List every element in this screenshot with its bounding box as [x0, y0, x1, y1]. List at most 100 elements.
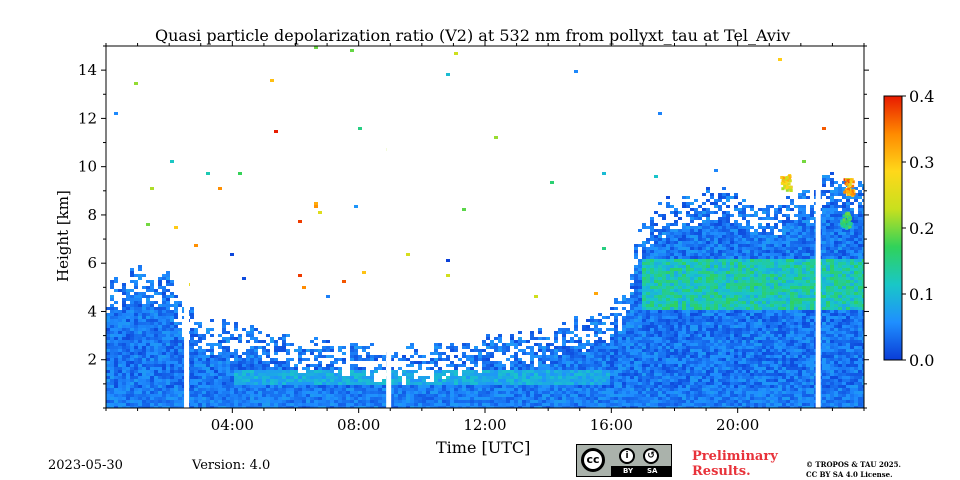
heatmap-cell: [662, 328, 666, 331]
heatmap-cell: [522, 382, 526, 385]
heatmap-cell: [262, 340, 266, 343]
heatmap-cell: [182, 307, 186, 310]
heatmap-cell: [638, 307, 642, 310]
heatmap-cell: [222, 406, 226, 408]
heatmap-cell: [586, 352, 590, 355]
heatmap-cell: [714, 304, 718, 307]
heatmap-cell: [138, 298, 142, 301]
heatmap-cell: [182, 388, 186, 391]
heatmap-cell: [138, 352, 142, 355]
heatmap-cell: [678, 259, 682, 262]
heatmap-cell: [282, 388, 286, 391]
heatmap-cell: [162, 358, 166, 361]
heatmap-cell: [714, 250, 718, 253]
heatmap-cell: [318, 355, 322, 358]
heatmap-cell: [734, 322, 738, 325]
heatmap-cell: [110, 394, 114, 397]
heatmap-cell: [646, 262, 650, 265]
heatmap-cell: [402, 403, 406, 406]
heatmap-cell: [666, 241, 670, 244]
heatmap-cell: [442, 382, 446, 385]
heatmap-cell: [674, 379, 678, 382]
heatmap-cell: [718, 364, 722, 367]
heatmap-cell: [658, 292, 662, 295]
heatmap-cell: [218, 391, 222, 394]
heatmap-cell: [742, 199, 746, 202]
heatmap-cell: [398, 394, 402, 397]
heatmap-cell: [518, 403, 522, 406]
heatmap-cell: [174, 388, 178, 391]
heatmap-cell: [638, 277, 642, 280]
heatmap-cell: [682, 238, 686, 241]
heatmap-cell: [654, 304, 658, 307]
heatmap-cell: [498, 400, 502, 403]
heatmap-cell: [694, 358, 698, 361]
heatmap-cell: [434, 382, 438, 385]
heatmap-cell: [550, 343, 554, 346]
heatmap-cell: [114, 352, 118, 355]
heatmap-cell: [238, 367, 242, 370]
heatmap-cell: [318, 370, 322, 373]
heatmap-cell: [210, 352, 214, 355]
heatmap-cell: [602, 403, 606, 406]
heatmap-cell: [686, 295, 690, 298]
heatmap-cell: [158, 334, 162, 337]
heatmap-cell: [726, 310, 730, 313]
heatmap-cell: [638, 262, 642, 265]
heatmap-cell: [746, 235, 750, 238]
heatmap-cell: [590, 382, 594, 385]
heatmap-cell: [690, 340, 694, 343]
heatmap-cell: [142, 340, 146, 343]
heatmap-cell: [502, 388, 506, 391]
heatmap-cell: [454, 370, 458, 373]
heatmap-cell: [678, 235, 682, 238]
heatmap-cell: [166, 298, 170, 301]
heatmap-cell: [710, 316, 714, 319]
heatmap-cell: [594, 385, 598, 388]
heatmap-cell: [342, 385, 346, 388]
heatmap-cell: [474, 358, 478, 361]
heatmap-cell: [242, 391, 246, 394]
heatmap-cell: [646, 388, 650, 391]
heatmap-cell: [222, 328, 226, 331]
heatmap-cell: [114, 331, 118, 334]
heatmap-cell: [742, 388, 746, 391]
heatmap-cell: [130, 391, 134, 394]
heatmap-cell: [590, 361, 594, 364]
heatmap-cell: [486, 343, 490, 346]
heatmap-cell: [178, 361, 182, 364]
heatmap-cell: [734, 283, 738, 286]
heatmap-cell: [350, 385, 354, 388]
heatmap-cell: [642, 352, 646, 355]
heatmap-cell: [178, 364, 182, 367]
heatmap-cell: [250, 373, 254, 376]
heatmap-cell: [574, 319, 578, 322]
heatmap-cell: [678, 316, 682, 319]
heatmap-cell: [122, 310, 126, 313]
heatmap-cell: [674, 340, 678, 343]
heatmap-cell: [554, 376, 558, 379]
heatmap-cell: [614, 370, 618, 373]
heatmap-cell: [730, 256, 734, 259]
heatmap-cell: [574, 316, 578, 319]
heatmap-cell: [178, 391, 182, 394]
heatmap-cell: [158, 391, 162, 394]
heatmap-cell: [338, 394, 342, 397]
heatmap-cell: [670, 235, 674, 238]
heatmap-cell: [710, 280, 714, 283]
heatmap-cell: [638, 364, 642, 367]
heatmap-cell: [142, 358, 146, 361]
heatmap-cell: [638, 388, 642, 391]
heatmap-cell: [722, 271, 726, 274]
heatmap-cell: [462, 343, 466, 346]
heatmap-cell: [366, 394, 370, 397]
heatmap-cell: [578, 391, 582, 394]
heatmap-cell: [742, 406, 746, 408]
heatmap-cell: [650, 382, 654, 385]
heatmap-cell: [230, 388, 234, 391]
heatmap-cell: [106, 307, 110, 310]
heatmap-cell: [594, 349, 598, 352]
heatmap-cell: [730, 238, 734, 241]
heatmap-cell: [298, 403, 302, 406]
heatmap-cell: [670, 331, 674, 334]
